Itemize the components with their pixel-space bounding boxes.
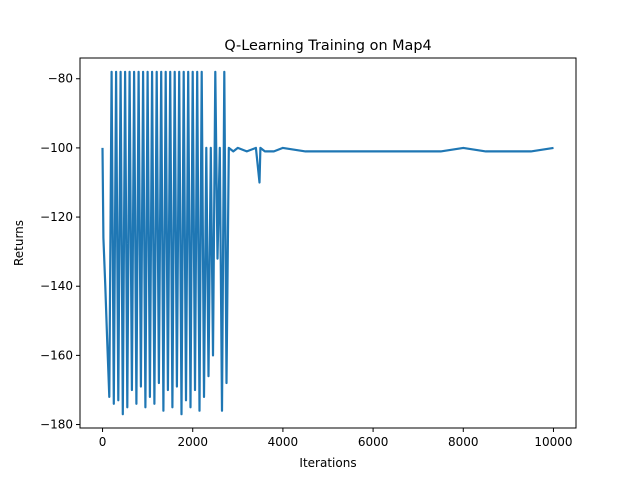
x-tick-label: 6000 bbox=[358, 435, 389, 449]
y-tick-label: −100 bbox=[40, 141, 73, 155]
y-tick-label: −180 bbox=[40, 418, 73, 432]
series-layer bbox=[101, 70, 554, 416]
plot-frame bbox=[79, 57, 577, 429]
y-axis-label: Returns bbox=[12, 220, 26, 266]
x-axis-label: Iterations bbox=[299, 456, 356, 470]
y-tick-label: −140 bbox=[40, 279, 73, 293]
y-tick-label: −120 bbox=[40, 210, 73, 224]
returns-series-line bbox=[101, 70, 554, 416]
x-axis: 0 2000 4000 6000 8000 10000 bbox=[99, 428, 573, 449]
x-tick-label: 4000 bbox=[268, 435, 299, 449]
chart-title: Q-Learning Training on Map4 bbox=[224, 38, 431, 54]
x-tick-label: 8000 bbox=[448, 435, 479, 449]
x-tick-label: 2000 bbox=[177, 435, 208, 449]
x-tick-label: 0 bbox=[99, 435, 107, 449]
y-axis: −180 −160 −140 −120 −100 −80 bbox=[40, 72, 80, 432]
y-tick-label: −80 bbox=[48, 72, 73, 86]
x-tick-label: 10000 bbox=[534, 435, 572, 449]
y-tick-label: −160 bbox=[40, 348, 73, 362]
